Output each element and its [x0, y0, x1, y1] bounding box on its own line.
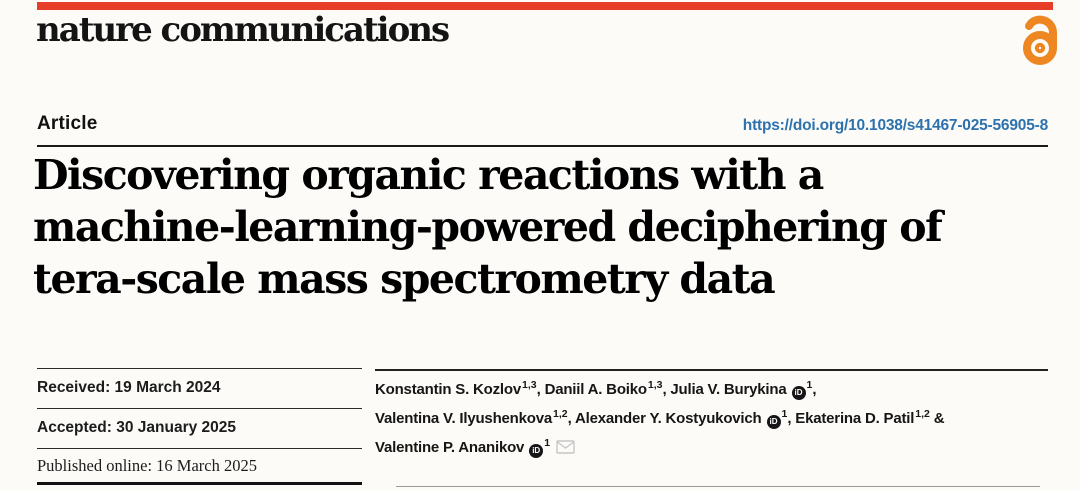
- received-value: 19 March 2024: [114, 379, 221, 396]
- author-line-3: Valentine P. Ananikov iD1: [375, 434, 1048, 463]
- open-access-icon: [1023, 15, 1057, 65]
- author-affiliation-sup: 1: [544, 437, 551, 449]
- orcid-icon[interactable]: iD: [791, 386, 806, 400]
- author-affiliation-sup: 1,3: [522, 379, 537, 391]
- author-name: Ekaterina D. Patil: [795, 410, 915, 427]
- received-label: Received:: [37, 379, 111, 396]
- author-separator: &: [929, 410, 945, 427]
- author-name: Alexander Y. Kostyukovich: [575, 410, 762, 427]
- accepted-value: 30 January 2025: [116, 419, 237, 436]
- header-divider: [37, 145, 1048, 147]
- journal-logo: nature communications: [36, 10, 450, 50]
- author-affiliation-sup: 1: [781, 408, 788, 420]
- author-name: Julia V. Burykina: [670, 381, 787, 398]
- author-separator: ,: [567, 410, 576, 427]
- author-name: Valentina V. Ilyushenkova: [375, 410, 553, 427]
- published-value: 16 March 2025: [156, 456, 257, 475]
- accepted-date-row: Accepted: 30 January 2025: [37, 408, 362, 448]
- section-divider: [396, 486, 1040, 487]
- author-affiliation-sup: 1,3: [647, 379, 663, 391]
- paper-title-line: machine-learning-powered deciphering of: [33, 203, 943, 251]
- author-affiliation-sup: 1: [806, 379, 813, 391]
- paper-title: Discovering organic reactions with a mach…: [33, 149, 1043, 305]
- author-separator: ,: [662, 381, 671, 398]
- accepted-label: Accepted:: [37, 419, 112, 436]
- article-history: Received: 19 March 2024 Accepted: 30 Jan…: [37, 368, 362, 485]
- author-name: Konstantin S. Kozlov: [375, 381, 522, 398]
- published-label: Published online:: [37, 456, 153, 475]
- author-name: Valentine P. Ananikov: [375, 439, 525, 456]
- orcid-icon[interactable]: iD: [766, 415, 781, 429]
- author-separator: ,: [536, 381, 545, 398]
- author-separator: ,: [787, 410, 796, 427]
- author-name: Daniil A. Boiko: [544, 381, 647, 398]
- orcid-icon[interactable]: iD: [529, 444, 544, 458]
- author-line-2: Valentina V. Ilyushenkova1,2, Alexander …: [375, 405, 1048, 434]
- author-affiliation-sup: 1,2: [553, 408, 568, 420]
- author-affiliation-sup: 1,2: [915, 408, 930, 420]
- author-list: Konstantin S. Kozlov1,3, Daniil A. Boiko…: [375, 369, 1048, 463]
- paper-title-line: Discovering organic reactions with a: [33, 151, 824, 199]
- author-separator: ,: [812, 381, 817, 398]
- author-line-1: Konstantin S. Kozlov1,3, Daniil A. Boiko…: [375, 376, 1048, 405]
- brand-red-bar: [37, 2, 1053, 10]
- email-icon[interactable]: [556, 440, 575, 454]
- published-date-row: Published online: 16 March 2025: [37, 448, 362, 482]
- doi-link[interactable]: https://doi.org/10.1038/s41467-025-56905…: [742, 117, 1048, 134]
- article-type-label: Article: [37, 113, 98, 134]
- paper-title-line: tera-scale mass spectrometry data: [33, 255, 776, 303]
- received-date-row: Received: 19 March 2024: [37, 368, 362, 408]
